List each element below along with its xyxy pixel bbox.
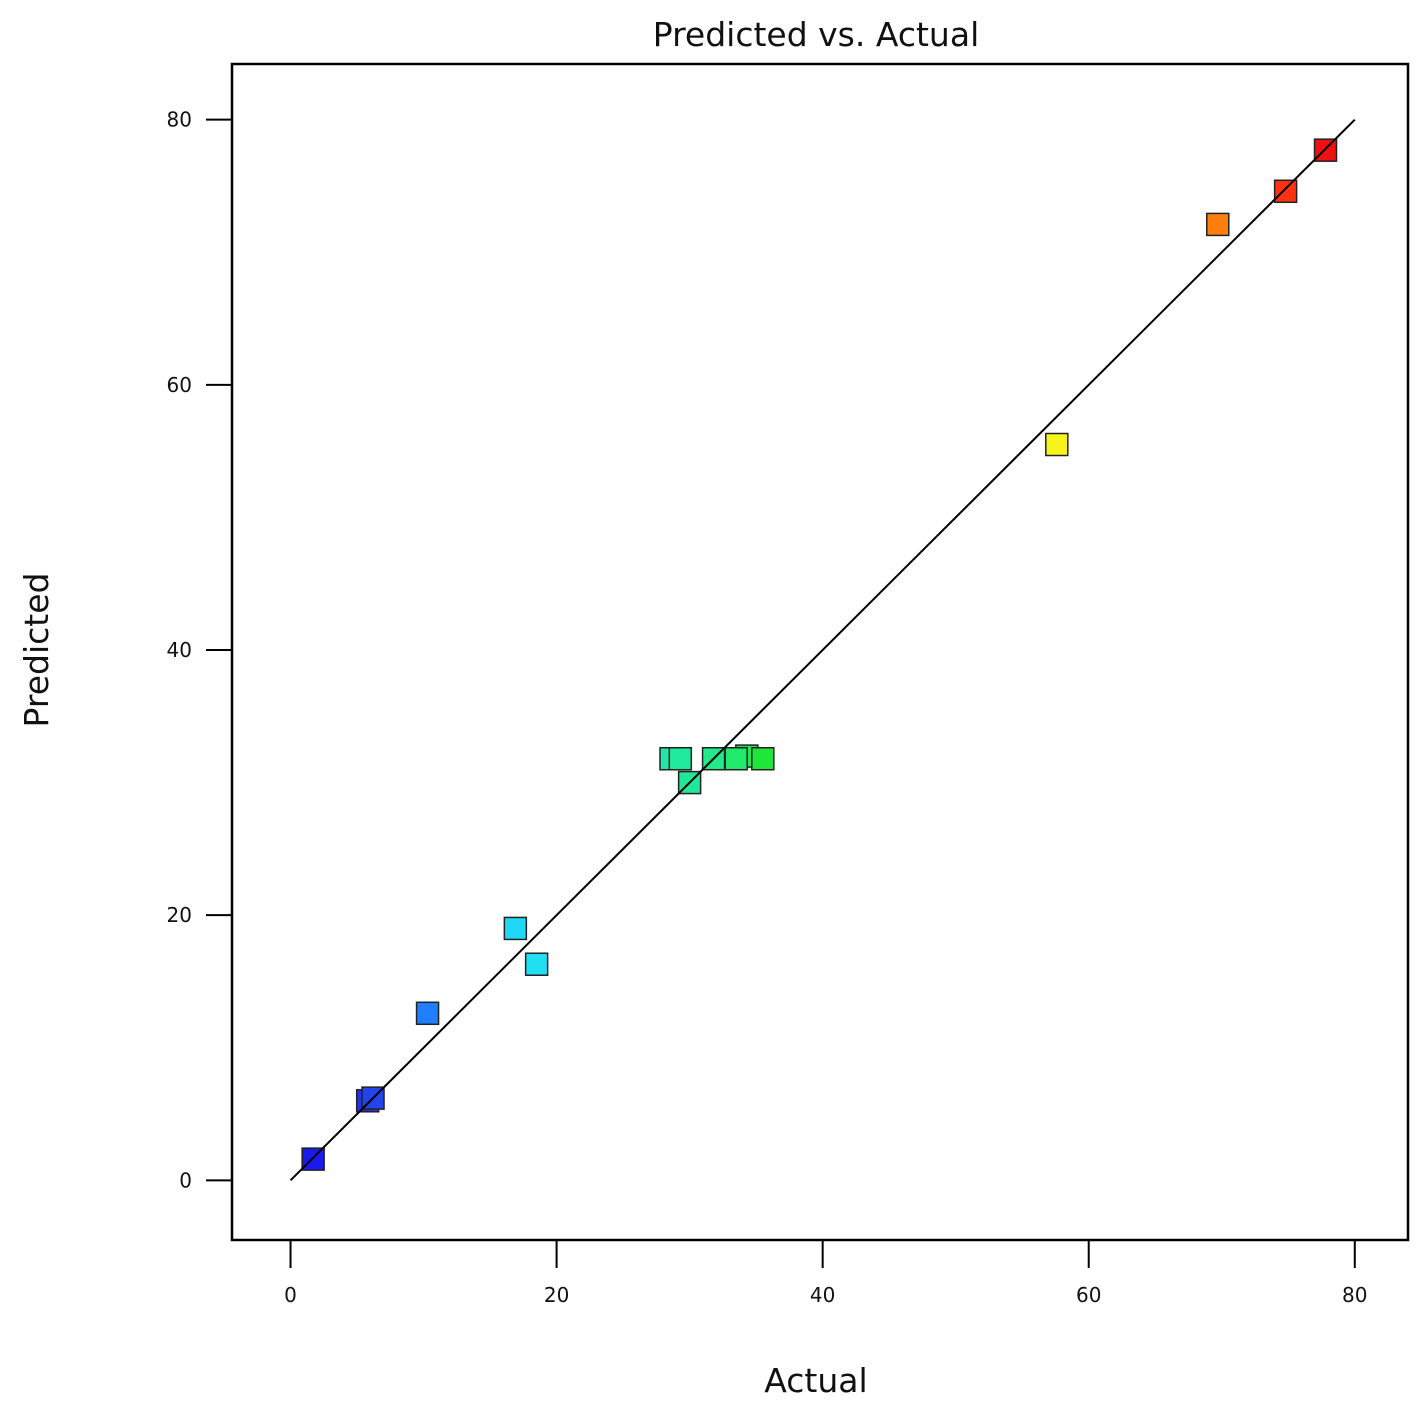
- data-point: [1273, 179, 1298, 204]
- y-axis-label: Predicted: [17, 573, 56, 728]
- y-tick-label: 0: [179, 1168, 192, 1192]
- x-tick-label: 40: [810, 1283, 835, 1307]
- y-tick-label: 40: [167, 638, 192, 662]
- x-tick-label: 80: [1342, 1283, 1367, 1307]
- reference-line: [289, 118, 1356, 1182]
- data-point: [724, 746, 748, 771]
- data-point: [503, 916, 528, 941]
- y-tick-label: 60: [167, 373, 192, 397]
- data-point: [1045, 432, 1069, 457]
- x-tick-label: 20: [544, 1283, 569, 1307]
- plot-area-frame: [230, 62, 1410, 1242]
- x-axis: 0 20 40 60 80: [284, 1240, 1368, 1307]
- x-axis-label: Actual: [764, 1361, 867, 1400]
- data-point: [1206, 212, 1230, 237]
- chart-title: Predicted vs. Actual: [653, 15, 980, 54]
- y-tick-label: 20: [167, 903, 192, 927]
- x-tick-label: 60: [1076, 1283, 1101, 1307]
- x-tick-label: 0: [284, 1283, 297, 1307]
- data-point: [668, 746, 693, 771]
- data-point: [415, 1001, 440, 1026]
- y-tick-label: 80: [167, 108, 192, 132]
- data-point: [751, 746, 775, 771]
- y-axis: 0 20 40 60 80: [167, 108, 232, 1192]
- data-point: [524, 952, 549, 976]
